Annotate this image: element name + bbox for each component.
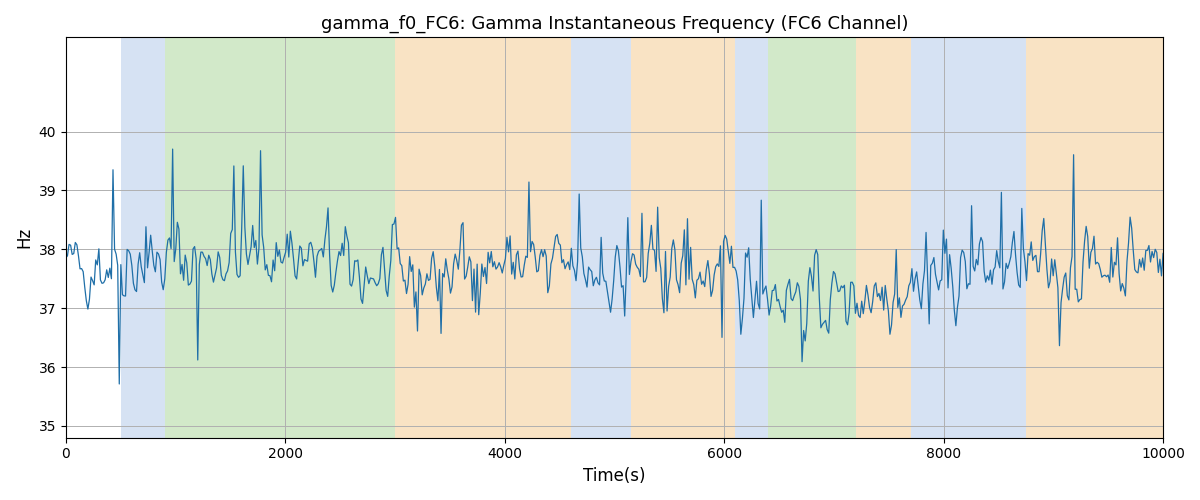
Bar [121, 38, 164, 438]
Title: gamma_f0_FC6: Gamma Instantaneous Frequency (FC6 Channel): gamma_f0_FC6: Gamma Instantaneous Freque… [320, 15, 908, 34]
Bar [736, 38, 768, 438]
X-axis label: Time(s): Time(s) [583, 467, 646, 485]
Bar [164, 38, 395, 438]
Bar [395, 38, 570, 438]
Bar [570, 38, 631, 438]
Bar [631, 38, 736, 438]
Bar [1026, 38, 1163, 438]
Bar [911, 38, 1026, 438]
Bar [768, 38, 856, 438]
Bar [856, 38, 911, 438]
Y-axis label: Hz: Hz [16, 227, 34, 248]
